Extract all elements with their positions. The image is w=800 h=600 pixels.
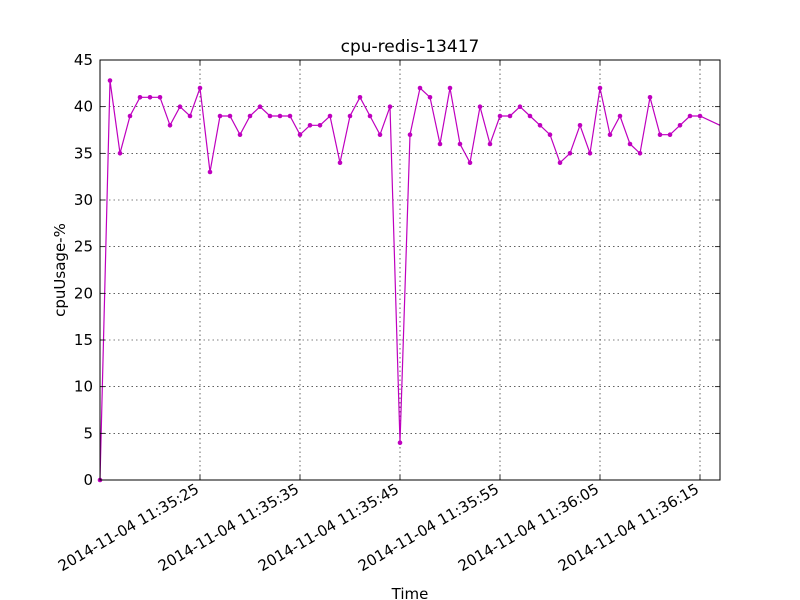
data-point [347,113,353,119]
data-point [527,113,533,119]
data-point [407,132,413,137]
chart-title: cpu-redis-13417 [341,37,480,57]
data-point [337,160,343,165]
data-point [367,113,373,119]
data-point [377,132,383,137]
data-point [497,113,503,119]
data-point [357,95,363,100]
y-tick-label: 15 [74,331,93,349]
data-point [327,113,333,119]
data-point [677,123,683,128]
data-point [607,132,613,137]
data-point [447,85,453,91]
data-point [107,78,113,83]
data-point [457,141,463,147]
data-point [157,95,163,100]
plot-frame [99,59,721,481]
data-point [487,141,493,147]
data-point [177,104,183,109]
plot-area [100,60,720,480]
data-point [507,113,513,119]
data-point [587,151,593,156]
data-point [227,113,233,119]
data-point [597,85,603,91]
data-point [397,440,403,446]
data-point [697,113,703,119]
y-tick-label: 10 [74,378,93,396]
y-axis-label: cpuUsage-% [51,223,69,317]
data-point [437,141,443,147]
y-tick-label: 5 [83,424,93,442]
data-point [167,123,173,128]
data-point [247,113,253,119]
data-point [207,169,213,175]
data-point [267,113,273,119]
data-point [417,85,423,91]
data-point [557,160,563,165]
data-point [627,141,633,147]
data-point [577,123,583,128]
data-point [647,95,653,100]
y-tick-label: 20 [74,284,93,302]
data-point [127,113,133,119]
y-tick-label: 0 [83,471,93,489]
data-point [117,151,123,156]
data-point [657,132,663,137]
data-point [617,113,623,119]
data-point [297,132,303,137]
data-point [387,104,393,109]
y-tick-label: 25 [74,238,93,256]
data-point [537,123,543,128]
series-cpu-usage [97,78,721,483]
data-point [467,160,473,165]
data-point [667,132,673,137]
series-line [99,80,721,481]
data-point [217,113,223,119]
data-point [637,151,643,156]
data-point [517,104,523,109]
y-tick-label: 35 [74,144,93,162]
data-point [427,95,433,100]
data-point [197,85,203,91]
data-point [187,113,193,119]
data-point [287,113,293,119]
data-point [477,104,483,109]
data-point [147,95,153,100]
y-tick-label: 40 [74,98,93,116]
data-point [317,123,323,128]
data-point [137,95,143,100]
data-point [547,132,553,137]
y-tick-label: 30 [74,191,93,209]
y-tick-label: 45 [74,51,93,69]
data-point [687,113,693,119]
data-point [567,151,573,156]
data-point [237,132,243,137]
data-point [307,123,313,128]
x-axis-label: Time [391,585,429,600]
data-point [257,104,263,109]
data-point [277,113,283,119]
